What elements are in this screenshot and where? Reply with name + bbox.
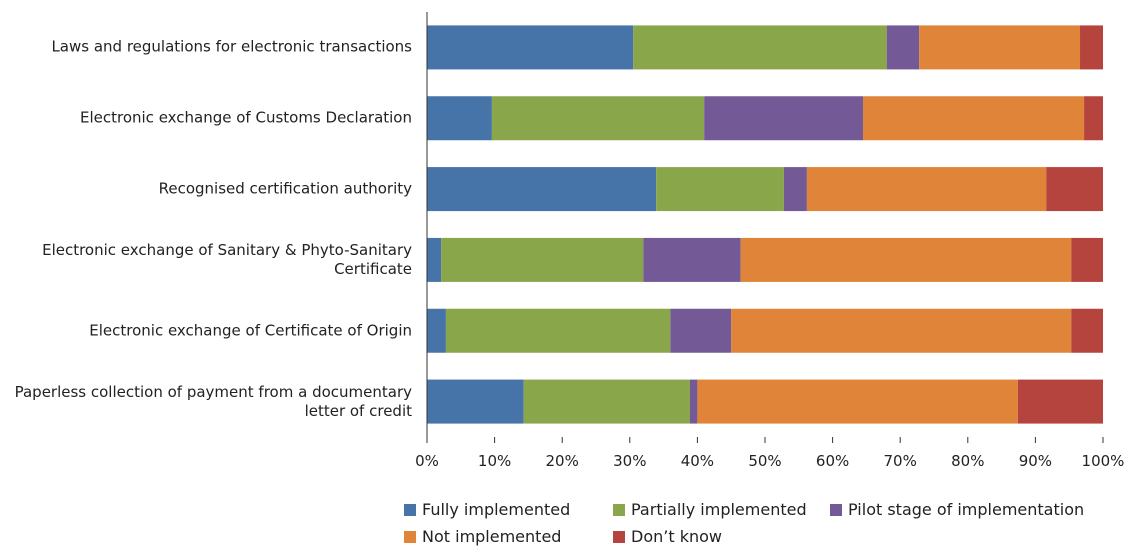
bar-segment xyxy=(427,96,492,141)
legend-swatch xyxy=(613,503,625,516)
x-tick-label: 30% xyxy=(613,452,647,470)
bar-segment xyxy=(491,96,705,141)
bar-segment xyxy=(886,25,920,70)
x-tick-label: 100% xyxy=(1081,452,1125,470)
bar-segment xyxy=(863,96,1085,141)
x-tick-label: 40% xyxy=(680,452,715,470)
bar-segment xyxy=(806,167,1047,212)
bar-segment xyxy=(523,379,690,424)
bar-segment xyxy=(670,308,732,353)
legend-label: Fully implemented xyxy=(422,500,571,519)
legend-swatch xyxy=(830,503,842,516)
category-label: Laws and regulations for electronic tran… xyxy=(51,37,412,56)
legend-swatch xyxy=(613,530,625,543)
bar-segment xyxy=(427,25,634,70)
bar-segment xyxy=(1084,96,1103,141)
bar-segment xyxy=(783,167,807,212)
bar-segment xyxy=(689,379,698,424)
bar-segment xyxy=(704,96,864,141)
bar-segment xyxy=(441,237,644,282)
legend-item: Pilot stage of implementation xyxy=(830,500,1084,519)
x-tick-label: 20% xyxy=(545,452,579,470)
legend-label: Not implemented xyxy=(422,527,562,546)
x-tick-label: 60% xyxy=(815,452,850,470)
bar-segment xyxy=(643,237,741,282)
legend-item: Don’t know xyxy=(613,527,722,546)
legend-label: Don’t know xyxy=(631,527,722,546)
bar-segment xyxy=(633,25,887,70)
bar-segment xyxy=(656,167,784,212)
bar-segment xyxy=(1017,379,1103,424)
x-tick-label: 80% xyxy=(951,452,985,470)
bar-segment xyxy=(1080,25,1103,70)
category-label: Electronic exchange of Certificate of Or… xyxy=(89,321,412,340)
legend-label: Partially implemented xyxy=(631,500,807,519)
x-tick-label: 0% xyxy=(415,452,439,470)
bar-segment xyxy=(427,308,446,353)
category-label: Paperless collection of payment from a d… xyxy=(14,382,412,420)
bar-segment xyxy=(697,379,1018,424)
bar-segment xyxy=(740,237,1072,282)
bar-segment xyxy=(427,237,442,282)
bar-segment xyxy=(1071,308,1103,353)
legend-swatch xyxy=(404,530,416,543)
legend-item: Not implemented xyxy=(404,527,561,546)
legend-item: Fully implemented xyxy=(404,500,570,519)
bar-segment xyxy=(445,308,671,353)
x-tick-label: 70% xyxy=(883,452,917,470)
category-label: Electronic exchange of Sanitary & Phyto-… xyxy=(42,240,412,278)
x-tick-label: 10% xyxy=(477,452,512,470)
x-tick-label: 50% xyxy=(748,452,782,470)
legend-swatch xyxy=(404,503,416,516)
bar-segment xyxy=(1071,237,1103,282)
category-label: Electronic exchange of Customs Declarati… xyxy=(79,108,412,127)
bar-segment xyxy=(1046,167,1103,212)
category-label: Recognised certification authority xyxy=(158,179,412,198)
bar-segment xyxy=(427,167,657,212)
bar-segment xyxy=(427,379,524,424)
x-tick-label: 90% xyxy=(1018,452,1053,470)
legend-label: Pilot stage of implementation xyxy=(848,500,1085,519)
bar-segment xyxy=(919,25,1081,70)
legend-item: Partially implemented xyxy=(613,500,807,519)
bar-segment xyxy=(731,308,1072,353)
